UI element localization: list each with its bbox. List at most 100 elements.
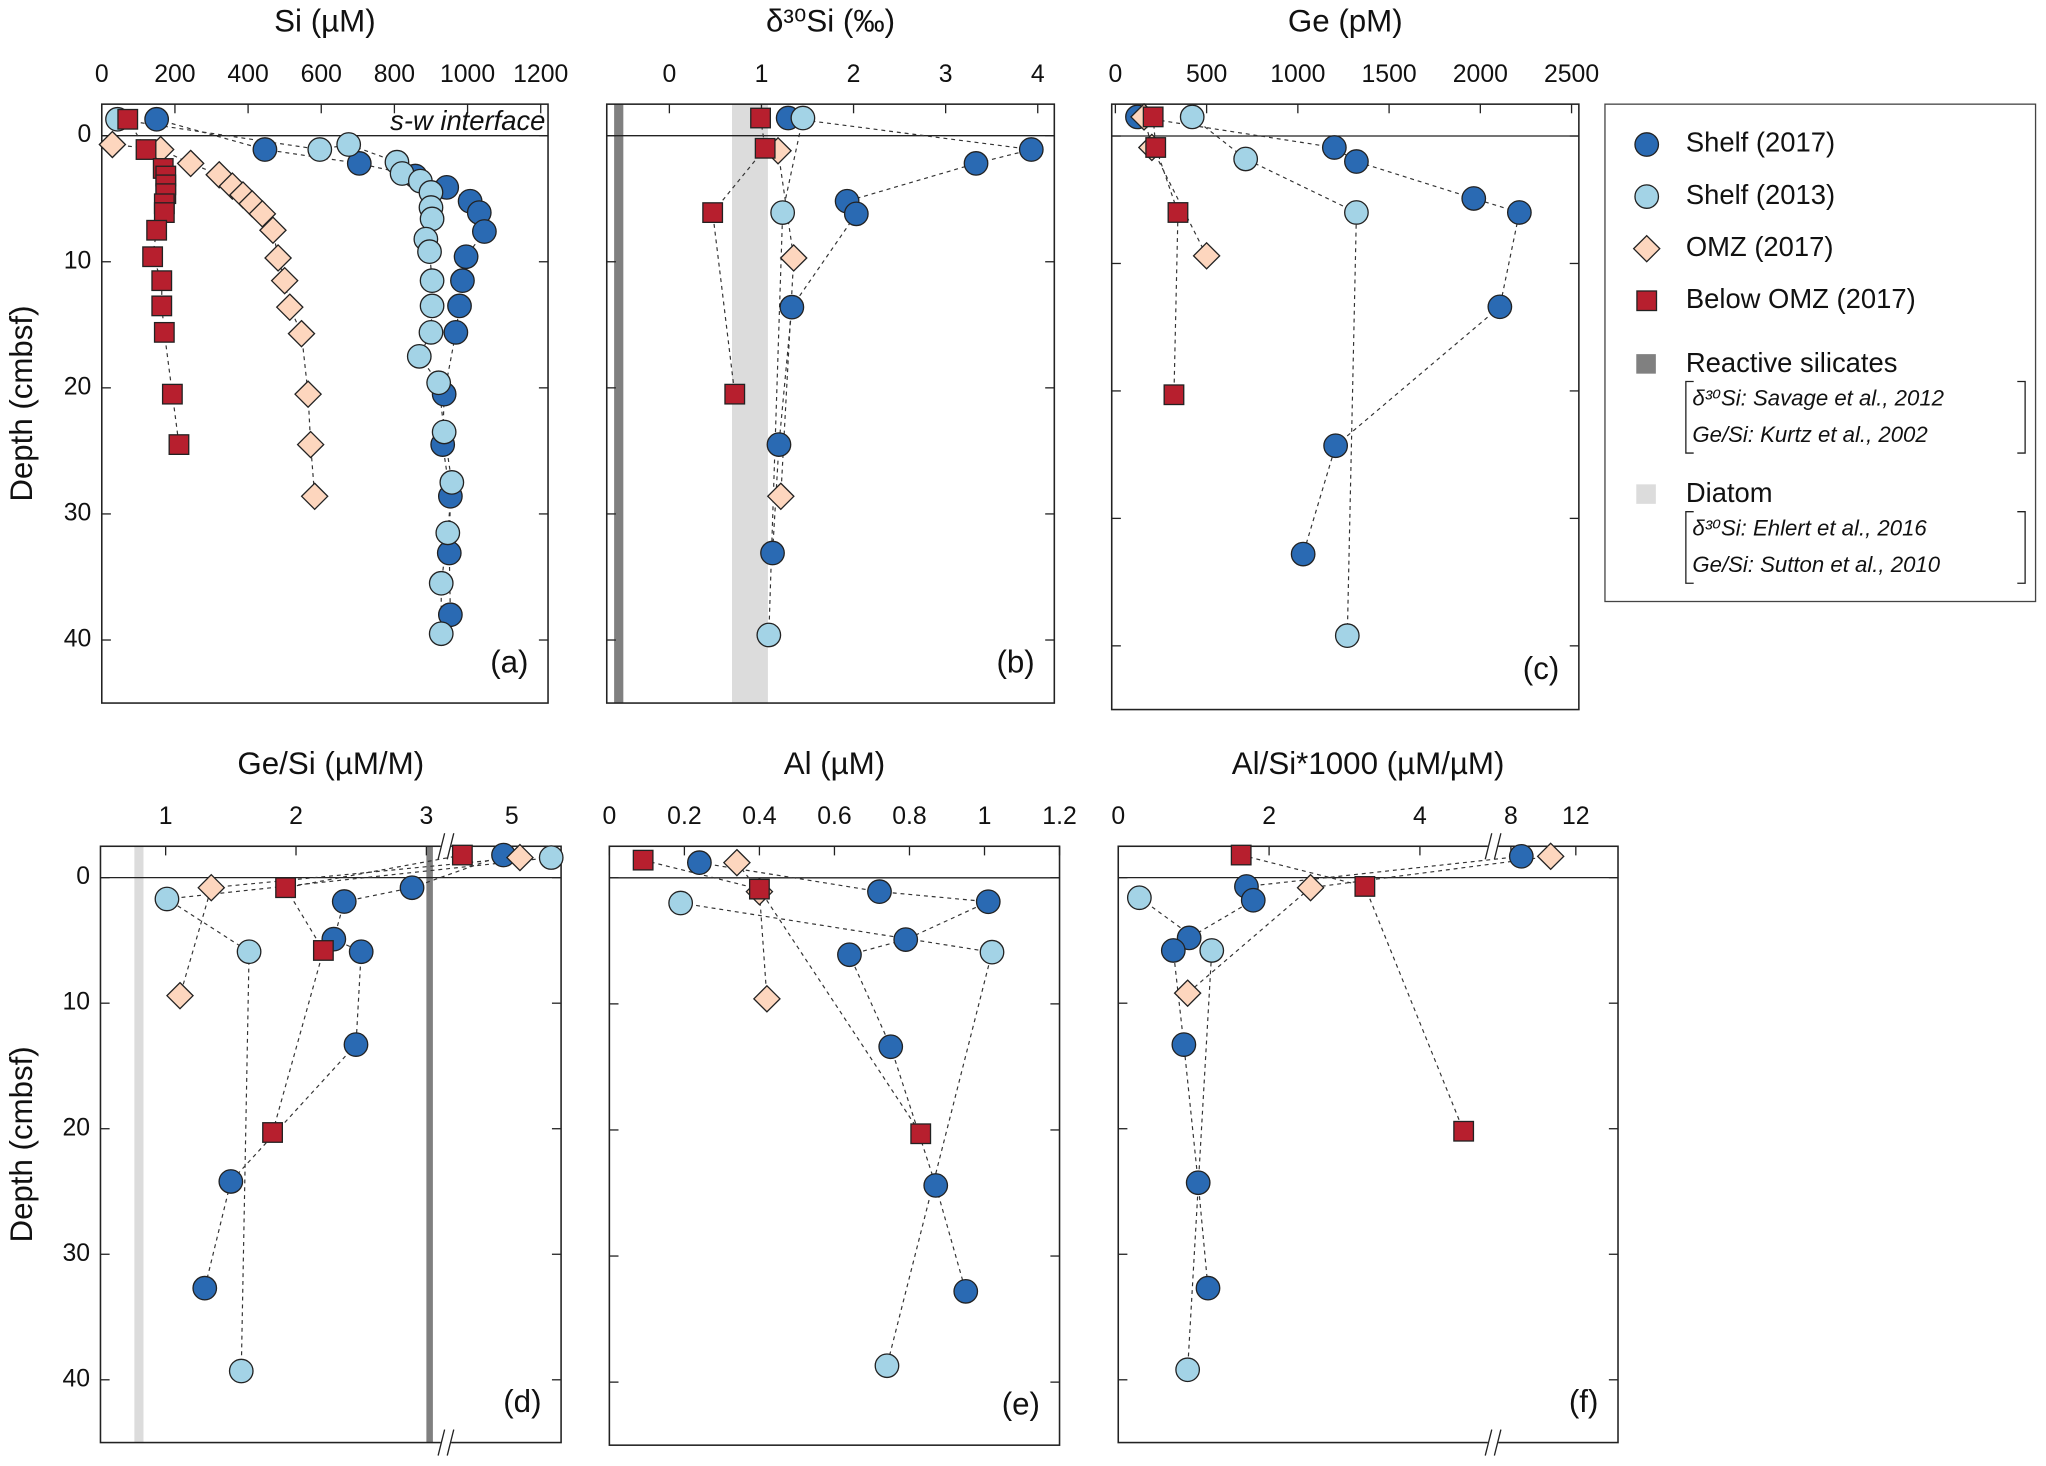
profile-line bbox=[271, 854, 463, 1133]
marker bbox=[348, 939, 374, 965]
marker bbox=[1321, 135, 1347, 160]
marker bbox=[1145, 137, 1167, 158]
marker bbox=[275, 293, 304, 322]
profile-line bbox=[1139, 897, 1213, 1370]
panel-label: (b) bbox=[996, 644, 1034, 679]
marker bbox=[439, 470, 465, 495]
marker bbox=[451, 844, 473, 866]
marker bbox=[447, 293, 472, 319]
x-tick-label: 2 bbox=[847, 61, 861, 88]
marker bbox=[258, 216, 287, 245]
marker bbox=[867, 879, 892, 905]
legend-swatch bbox=[1636, 484, 1656, 504]
marker bbox=[428, 621, 454, 647]
marker bbox=[843, 201, 869, 227]
marker bbox=[346, 151, 372, 176]
axis-break bbox=[1493, 833, 1502, 860]
plot-frame bbox=[100, 103, 549, 704]
chart-title: Ge/Si (µM/M) bbox=[237, 746, 424, 781]
x-tick-label: 500 bbox=[1186, 61, 1227, 88]
marker bbox=[754, 137, 776, 159]
marker bbox=[275, 877, 297, 899]
marker bbox=[752, 984, 781, 1013]
x-tick-label: 0 bbox=[1108, 61, 1122, 88]
profile-line bbox=[699, 862, 991, 1292]
marker bbox=[632, 849, 654, 871]
chart-title: Al (µM) bbox=[784, 746, 885, 781]
marker bbox=[252, 137, 278, 162]
x-tick-label: 4 bbox=[1413, 803, 1427, 830]
marker bbox=[1487, 294, 1513, 320]
y-tick-label: 10 bbox=[62, 989, 90, 1016]
marker bbox=[154, 886, 180, 912]
marker bbox=[262, 1122, 283, 1143]
marker bbox=[1160, 938, 1186, 963]
marker bbox=[248, 199, 277, 228]
marker bbox=[770, 200, 796, 225]
plot-frame bbox=[1110, 103, 1580, 711]
marker bbox=[146, 219, 168, 241]
marker bbox=[168, 434, 190, 455]
x-tick-label: 800 bbox=[374, 61, 415, 88]
legend-label: Diatom bbox=[1686, 477, 1773, 508]
marker bbox=[1199, 938, 1225, 963]
marker bbox=[151, 270, 173, 292]
marker bbox=[1126, 885, 1152, 911]
band bbox=[614, 104, 624, 704]
y-tick-label: 0 bbox=[76, 863, 90, 890]
y-tick-label: 20 bbox=[62, 1114, 90, 1141]
marker bbox=[1634, 184, 1660, 209]
marker bbox=[218, 1169, 244, 1194]
marker bbox=[1175, 1357, 1201, 1383]
marker bbox=[1536, 842, 1565, 871]
ref-bracket bbox=[2017, 380, 2026, 454]
marker bbox=[294, 380, 323, 409]
profile-line bbox=[712, 117, 766, 395]
marker bbox=[1167, 202, 1189, 223]
band bbox=[426, 846, 433, 1443]
x-tick-label: 2000 bbox=[1453, 61, 1508, 88]
marker bbox=[779, 244, 808, 272]
marker bbox=[766, 432, 792, 457]
profile-line bbox=[771, 117, 1032, 554]
marker bbox=[1344, 149, 1369, 174]
marker bbox=[1508, 843, 1534, 869]
marker bbox=[1354, 876, 1376, 897]
marker bbox=[135, 139, 157, 160]
marker bbox=[750, 107, 771, 129]
marker bbox=[979, 939, 1005, 965]
axis-break-gap bbox=[1487, 1438, 1499, 1447]
x-tick-label: 1 bbox=[159, 803, 173, 830]
chart-title: Si (µM) bbox=[274, 4, 375, 39]
legend-frame bbox=[1604, 103, 2037, 603]
marker bbox=[453, 244, 479, 270]
x-tick-label: 200 bbox=[154, 61, 195, 88]
x-tick-label: 400 bbox=[227, 61, 268, 88]
marker bbox=[975, 889, 1001, 915]
profile-line bbox=[204, 854, 504, 1289]
marker bbox=[428, 570, 454, 596]
marker bbox=[399, 875, 425, 901]
x-tick-label: 8 bbox=[1504, 803, 1518, 830]
marker bbox=[1296, 873, 1325, 902]
x-tick-label: 0.8 bbox=[892, 803, 926, 830]
marker bbox=[450, 268, 475, 294]
marker bbox=[142, 246, 164, 268]
marker bbox=[331, 889, 357, 914]
marker bbox=[176, 149, 205, 178]
marker bbox=[748, 878, 770, 900]
legend-label: Reactive silicates bbox=[1686, 347, 1898, 378]
x-tick-label: 2 bbox=[289, 803, 303, 830]
marker bbox=[431, 419, 457, 445]
profile-line bbox=[112, 143, 316, 497]
marker bbox=[760, 540, 785, 566]
x-tick-label: 2 bbox=[1262, 803, 1276, 830]
marker bbox=[1334, 623, 1360, 649]
legend-swatch bbox=[1636, 354, 1656, 374]
x-tick-label: 1000 bbox=[1270, 61, 1325, 88]
axis-break-gap bbox=[440, 842, 452, 851]
legend-label: Shelf (2013) bbox=[1686, 179, 1835, 210]
x-tick-label: 0 bbox=[662, 61, 676, 88]
x-tick-label: 1.2 bbox=[1042, 803, 1076, 830]
marker bbox=[443, 319, 469, 345]
